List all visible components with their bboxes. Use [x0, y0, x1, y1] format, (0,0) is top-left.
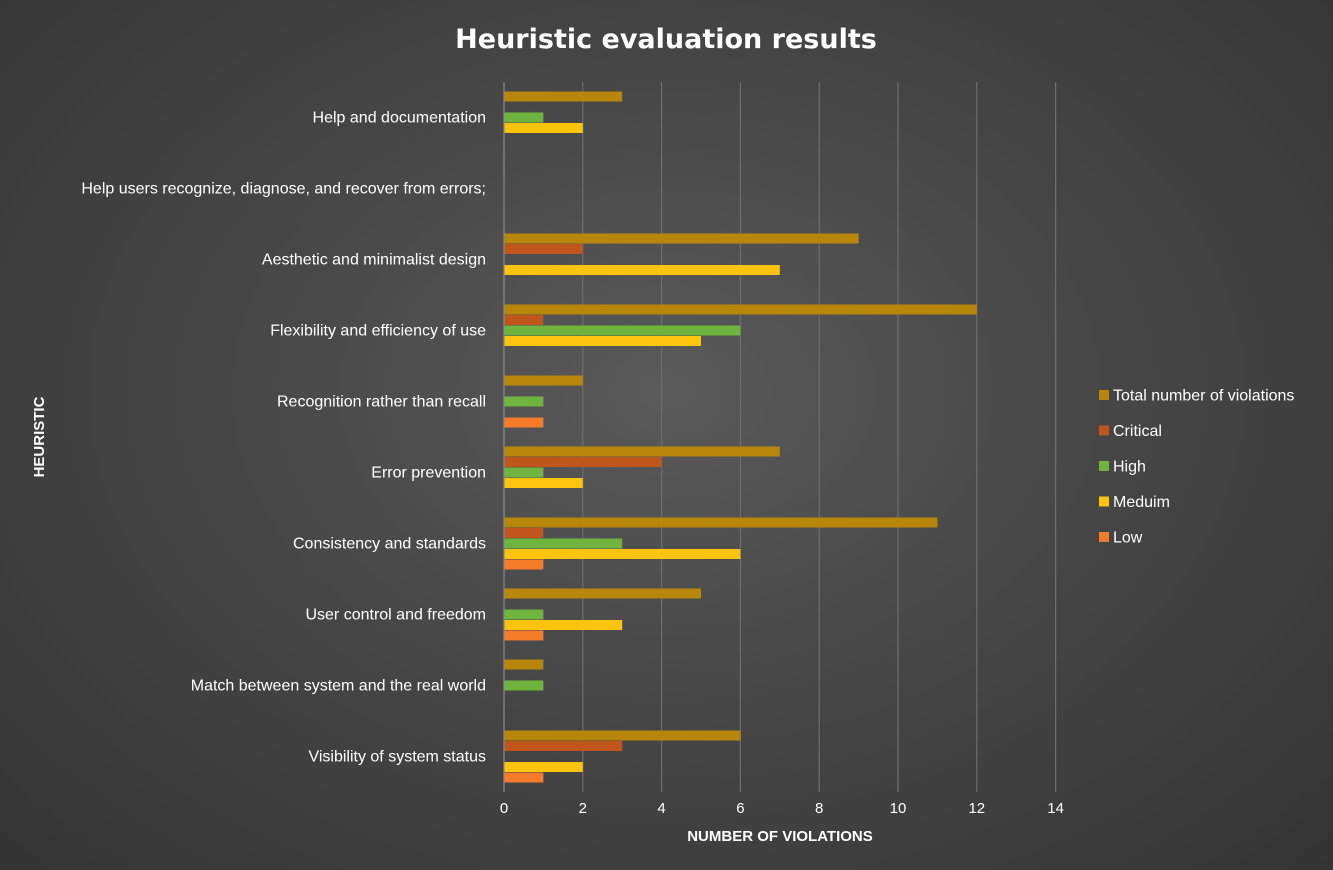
category-label: User control and freedom — [305, 607, 486, 624]
x-tick-label: 2 — [579, 800, 587, 817]
legend-label: Total number of violations — [1113, 388, 1294, 405]
category-labels: Visibility of system status Match between… — [81, 110, 486, 766]
bar: High: 3 — [504, 538, 623, 549]
category-label: Help users recognize, diagnose, and reco… — [81, 181, 486, 198]
bar: Low: 1 — [504, 417, 544, 428]
bar: Total number of violations: 6 — [504, 730, 741, 741]
bar: Total number of violations: 2 — [504, 375, 583, 386]
bar: Meduim: 6 — [504, 549, 741, 559]
gridlines — [582, 82, 1057, 792]
bar: Low: 1 — [504, 630, 544, 641]
x-tick-label: 10 — [890, 800, 907, 817]
bar: Meduim: 2 — [504, 478, 583, 488]
bar: Total number of violations: 9 — [504, 233, 859, 244]
legend-swatch — [1099, 425, 1109, 436]
x-axis-title: NUMBER OF VIOLATIONS — [687, 828, 873, 845]
x-tick-label: 6 — [736, 800, 744, 817]
bar: Meduim: 5 — [504, 336, 701, 346]
bar: Meduim: 7 — [504, 265, 780, 275]
category-label: Visibility of system status — [308, 749, 486, 766]
x-tick-label: 14 — [1047, 800, 1064, 817]
bar: Total number of violations: 5 — [504, 588, 701, 599]
bar: Meduim: 2 — [504, 123, 583, 133]
x-tick-label: 12 — [968, 800, 985, 817]
bar: Meduim: 3 — [504, 620, 623, 630]
legend-label: Low — [1113, 530, 1143, 547]
legend-swatch — [1099, 390, 1109, 400]
bar: Total number of violations: 12 — [504, 304, 977, 315]
bar: High: 1 — [504, 609, 544, 620]
category-label: Consistency and standards — [293, 536, 486, 553]
bars: Low: 1Meduim: 2Critical: 3Total number o… — [504, 91, 977, 783]
category-label: Match between system and the real world — [191, 678, 486, 695]
bar: Low: 1 — [504, 772, 544, 783]
category-label: Help and documentation — [313, 110, 486, 127]
bar: Total number of violations: 1 — [504, 659, 544, 670]
legend-label: Critical — [1113, 423, 1162, 440]
category-label: Aesthetic and minimalist design — [262, 252, 486, 269]
bar: High: 1 — [504, 680, 544, 691]
bar: Meduim: 2 — [504, 762, 583, 772]
bar: Critical: 2 — [504, 244, 583, 254]
bar: High: 1 — [504, 467, 544, 478]
x-tick-label: 8 — [815, 800, 823, 817]
legend-label: Meduim — [1113, 494, 1170, 511]
y-axis-title: HEURISTIC — [31, 396, 48, 477]
legend-swatch — [1099, 532, 1109, 542]
bar: Critical: 1 — [504, 315, 544, 325]
bar: Critical: 4 — [504, 457, 662, 467]
bar: Critical: 1 — [504, 528, 544, 538]
bar: High: 6 — [504, 325, 741, 336]
bar: High: 1 — [504, 112, 544, 123]
bar: Low: 1 — [504, 559, 544, 570]
legend-label: High — [1113, 459, 1146, 476]
bar: Total number of violations: 7 — [504, 446, 780, 457]
x-tick-label: 4 — [657, 800, 665, 817]
bar: Total number of violations: 3 — [504, 91, 623, 102]
bar: Total number of violations: 11 — [504, 517, 938, 528]
x-tick-label: 0 — [500, 800, 508, 817]
legend-swatch — [1099, 496, 1109, 507]
bar: Critical: 3 — [504, 741, 623, 751]
category-label: Error prevention — [371, 465, 486, 482]
legend: Total number of violations Critical High Me… — [1099, 388, 1294, 547]
category-label: Recognition rather than recall — [277, 394, 486, 411]
legend-swatch — [1099, 461, 1109, 471]
category-label: Flexibility and efficiency of use — [270, 323, 486, 340]
bar: High: 1 — [504, 396, 544, 407]
chart-title: Heuristic evaluation results — [455, 24, 877, 55]
x-tick-labels: 0 2 4 6 8 10 12 14 — [500, 800, 1064, 817]
